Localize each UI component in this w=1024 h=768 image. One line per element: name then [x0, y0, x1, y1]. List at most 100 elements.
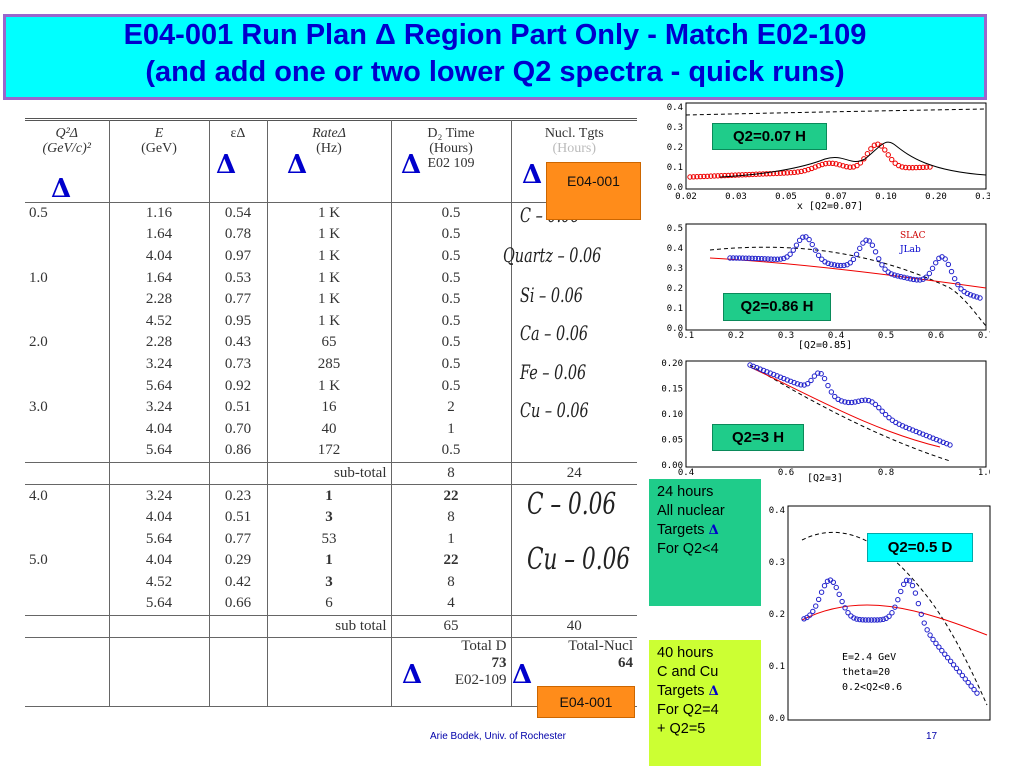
data-point	[715, 173, 721, 179]
x-tick-label: 0.03	[725, 192, 747, 202]
table-cell: 8	[391, 506, 512, 529]
table-cell: 1 K	[267, 288, 392, 311]
header-rate: RateΔ (Hz)	[267, 120, 392, 202]
table-cell: 1.16	[109, 201, 210, 225]
subtotal-row: sub-total 8 24	[25, 461, 637, 485]
plot-annotation: E=2.4 GeV	[842, 652, 896, 663]
data-point	[801, 616, 807, 622]
data-point	[868, 617, 875, 623]
data-point	[832, 393, 838, 400]
y-tick-label: 0.4	[769, 506, 785, 516]
table-cell: Total D 73 E02-109	[391, 637, 512, 708]
table-cell: 0.97	[209, 245, 268, 268]
table-row: 5.64 0.86 172 0.5	[25, 440, 637, 463]
table-cell: 5.64	[109, 593, 210, 616]
data-point	[834, 262, 841, 268]
table-cell: 4.04	[109, 245, 210, 268]
table-cell: 0.77	[209, 528, 268, 550]
data-point	[794, 381, 801, 387]
table-cell: 285	[267, 353, 392, 376]
data-point	[843, 163, 850, 170]
table-cell: 65	[267, 332, 392, 354]
table-cell: 22	[391, 484, 512, 507]
table-top-rule	[25, 118, 637, 121]
delta-symbol: Δ	[287, 150, 308, 180]
plot-q2-086: 0.00.10.20.30.40.50.10.20.30.40.50.60.7 …	[667, 223, 990, 351]
y-tick-label: 0.0	[769, 714, 785, 724]
data-point	[718, 172, 725, 179]
data-point	[869, 242, 876, 248]
data-point	[944, 655, 951, 661]
table-cell	[25, 375, 110, 397]
table-cell	[25, 288, 110, 311]
data-point	[857, 616, 863, 623]
x-tick-label: 0.4	[828, 331, 844, 341]
table-cell: 5.64	[109, 375, 210, 397]
data-point	[804, 381, 811, 387]
data-point	[888, 271, 895, 277]
table-cell: 1 K	[267, 224, 392, 246]
delta-symbol: Δ	[522, 160, 543, 190]
table-cell: 2.28	[109, 288, 210, 311]
plot-annotation: 0.2<Q2<0.6	[842, 682, 902, 693]
table-cell: 3.0	[25, 396, 110, 419]
data-point	[877, 617, 883, 623]
table-cell: 0.51	[209, 506, 268, 529]
data-point	[752, 255, 759, 262]
data-point	[882, 411, 889, 418]
y-tick-label: 0.05	[661, 436, 683, 446]
data-point	[918, 611, 924, 617]
data-point	[831, 262, 838, 268]
header-epsilon: εΔ	[209, 120, 268, 202]
data-point	[735, 172, 742, 178]
table-cell: 0.5	[391, 201, 512, 225]
table-cell: 4.0	[25, 484, 110, 507]
table-row: 2.0 2.28 0.43 65 0.5	[25, 332, 637, 354]
header-nuclear-targets: Nucl. Tgts (Hours)	[544, 126, 604, 156]
data-point	[755, 255, 762, 262]
data-point	[913, 164, 919, 171]
data-point	[833, 584, 839, 591]
table-cell	[25, 440, 110, 463]
data-point	[917, 277, 923, 283]
data-point	[923, 164, 930, 170]
table-cell: 40	[267, 418, 392, 441]
data-point	[851, 615, 857, 621]
x-tick-label: 1.0	[978, 468, 990, 478]
y-tick-label: 0.20	[661, 359, 683, 369]
data-point	[762, 256, 768, 262]
data-point	[891, 272, 898, 278]
subtotal-row: sub total 65 40	[25, 614, 637, 638]
table-cell: 3	[267, 571, 392, 594]
table-cell: 4	[391, 593, 512, 616]
y-tick-label: 0.2	[769, 610, 785, 620]
table-cell: 8	[391, 571, 512, 594]
data-point	[939, 647, 945, 654]
header-energy: E (GeV)	[109, 120, 210, 202]
model-curve-solid	[719, 141, 987, 178]
data-point	[736, 255, 743, 261]
data-point	[805, 166, 811, 173]
table-cell: 65	[391, 614, 512, 638]
data-point	[915, 600, 922, 607]
data-point	[847, 260, 853, 266]
table-cell: 2.28	[109, 332, 210, 354]
data-point	[818, 371, 824, 377]
data-point	[743, 255, 749, 261]
table-row: 4.04 0.97 1 K 0.5	[25, 245, 637, 268]
x-tick-label: 0.5	[878, 331, 894, 341]
table-cell: 0.5	[391, 288, 512, 311]
data-point	[811, 373, 818, 379]
data-point	[829, 160, 836, 167]
table-cell: 1	[391, 418, 512, 441]
model-curve-dashed	[709, 246, 987, 327]
data-point	[929, 265, 936, 272]
data-point	[932, 260, 939, 266]
data-point	[906, 164, 912, 171]
y-tick-label: 0.3	[667, 264, 683, 274]
data-point	[871, 142, 878, 148]
data-point	[836, 591, 842, 598]
nuclear-target-label: Cu – 0.06	[527, 542, 631, 577]
table-cell: 1.64	[109, 224, 210, 246]
data-point	[892, 604, 898, 610]
